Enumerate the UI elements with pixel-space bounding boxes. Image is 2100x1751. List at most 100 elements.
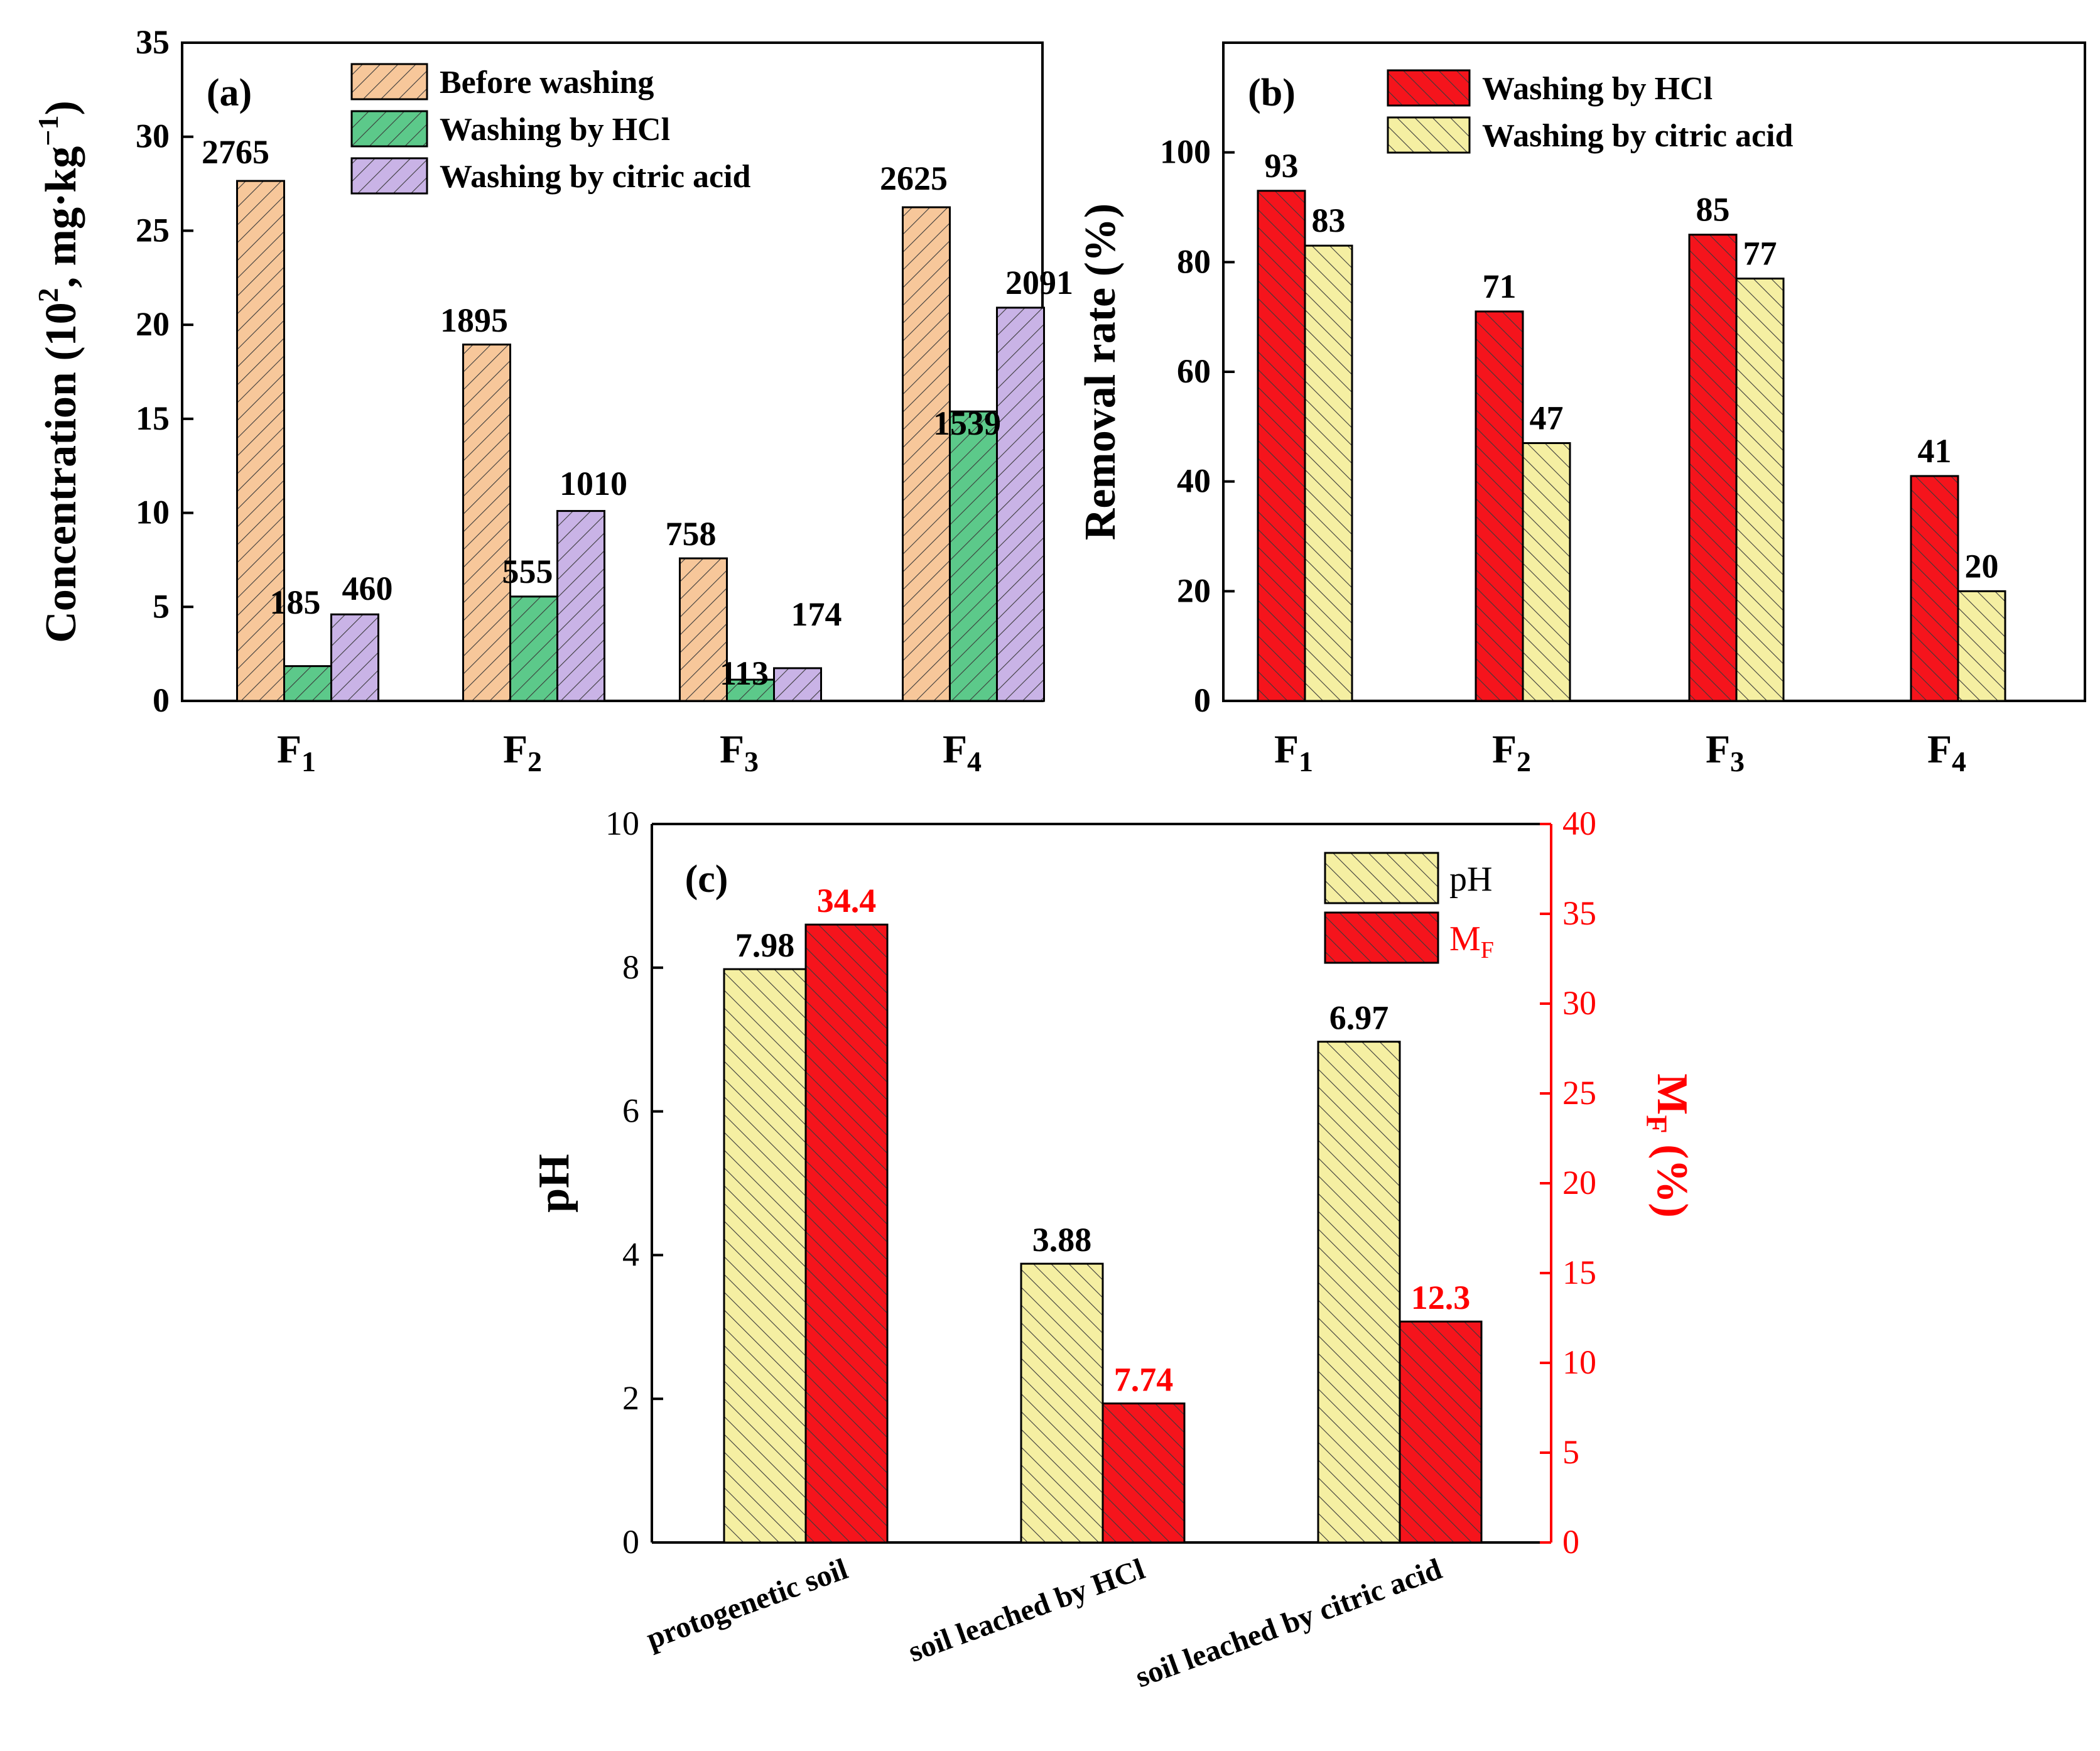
bar-outline — [1020, 1262, 1104, 1544]
legend: pH MF — [1324, 852, 1494, 964]
bar — [462, 344, 511, 702]
bar — [804, 923, 889, 1544]
panel-c-dual-axis-bar-chart: 0 2 4 6 8 10 0 5 10 15 20 25 30 35 40 protogenetic soil… — [530, 805, 1696, 1694]
data-label: 41 — [1918, 432, 1952, 470]
panel-label: (a) — [207, 72, 252, 114]
x-tick-subscript: 4 — [1952, 745, 1966, 778]
legend-entry: Washing by HCl — [440, 112, 670, 148]
legend-swatch-outline — [1387, 69, 1471, 107]
bar-outline — [556, 510, 605, 702]
y-left-tick-label: 10 — [605, 805, 639, 842]
bar-outline — [1304, 244, 1353, 702]
y-tick-label: 5 — [153, 587, 170, 625]
data-label: 6.97 — [1329, 999, 1389, 1037]
data-label: 34.4 — [817, 882, 877, 919]
legend-entry: Before washing — [440, 65, 654, 100]
y-right-tick-label: 20 — [1562, 1164, 1596, 1201]
y-tick-label: 10 — [136, 494, 170, 531]
panel-label: (b) — [1248, 72, 1296, 114]
y-right-tick-label: 0 — [1562, 1523, 1579, 1561]
legend-entry: Washing by HCl — [1482, 71, 1713, 107]
bar-outline — [330, 613, 379, 702]
bar-outline — [996, 306, 1045, 702]
legend-swatch — [350, 110, 428, 148]
bar-outline — [804, 923, 889, 1544]
bar — [1020, 1262, 1104, 1544]
y-label-superscript: 2 — [32, 288, 64, 302]
legend-entry: Washing by citric acid — [440, 159, 751, 195]
x-tick-label: F4 — [1927, 727, 1966, 778]
x-tick-label: F1 — [1274, 727, 1313, 778]
panel-a-bar-chart: 0 5 10 15 20 25 30 35 F1 F2 F3 F4 2765 185 460 1895 555 1… — [32, 23, 1073, 778]
data-label: 93 — [1265, 147, 1299, 185]
x-tick-label: F1 — [277, 727, 316, 778]
y-tick-label: 20 — [136, 305, 170, 343]
y-label-text: ) — [37, 100, 85, 115]
bar — [1257, 190, 1306, 702]
panel-label: (c) — [685, 858, 728, 901]
x-tick-label: F2 — [1492, 727, 1531, 778]
bar — [1101, 1402, 1186, 1544]
y-tick-label: 35 — [136, 23, 170, 61]
bar — [1317, 1041, 1401, 1544]
x-tick-label: F4 — [943, 727, 982, 778]
bar-outline — [1735, 278, 1785, 702]
legend-swatch-outline — [1324, 911, 1439, 964]
bar-outline — [236, 180, 285, 702]
data-label: 20 — [1965, 547, 1999, 585]
legend-swatch-outline — [350, 63, 428, 100]
legend-swatch — [350, 157, 428, 195]
legend-swatch — [1324, 911, 1439, 964]
legend: Washing by HCl Washing by citric acid — [1387, 69, 1794, 154]
bar — [283, 665, 332, 702]
y-tick-label: 0 — [1194, 681, 1211, 719]
bar-outline — [1522, 442, 1571, 702]
y-right-label-text: (%) — [1648, 1134, 1696, 1218]
y-axis-label: Removal rate (%) — [1076, 203, 1125, 540]
bar-outline — [1475, 310, 1524, 702]
y-right-tick-label: 10 — [1562, 1343, 1596, 1381]
y-left-tick-label: 0 — [622, 1523, 639, 1561]
data-label: 1539 — [933, 404, 1001, 442]
y-left-tick-label: 4 — [622, 1235, 639, 1273]
bar — [556, 510, 605, 702]
y-right-tick-label: 5 — [1562, 1433, 1579, 1471]
data-label: 555 — [502, 553, 553, 590]
bar — [1475, 310, 1524, 702]
bar — [723, 968, 807, 1544]
y-tick-label: 80 — [1177, 242, 1211, 280]
y-tick-label: 15 — [136, 399, 170, 437]
legend-subscript: F — [1481, 937, 1494, 963]
y-tick-label: 100 — [1160, 133, 1211, 171]
x-tick-label: F2 — [503, 727, 542, 778]
bar — [509, 595, 558, 702]
y-left-tick-label: 8 — [622, 948, 639, 986]
legend-swatch — [1387, 116, 1471, 154]
y-tick-label: 20 — [1177, 572, 1211, 609]
data-label: 1895 — [440, 301, 508, 339]
y-right-axis-label: MF (%) — [1640, 1073, 1696, 1218]
x-tick-label: protogenetic soil — [642, 1553, 852, 1656]
bar — [1304, 244, 1353, 702]
data-label: 71 — [1483, 268, 1517, 305]
y-tick-label: 40 — [1177, 462, 1211, 500]
bar-outline — [726, 678, 775, 702]
data-label: 174 — [791, 595, 842, 633]
data-label: 85 — [1696, 191, 1730, 229]
x-tick-label: soil leached by HCl — [904, 1553, 1149, 1669]
data-label: 7.98 — [735, 926, 795, 964]
bar-outline — [462, 344, 511, 702]
y-right-tick-label: 30 — [1562, 984, 1596, 1022]
bar — [1399, 1320, 1483, 1544]
legend-swatch — [1387, 69, 1471, 107]
legend-entry: MF — [1449, 919, 1494, 963]
y-label-text: , mg·kg — [37, 146, 85, 288]
bar-outline — [1317, 1041, 1401, 1544]
bar — [949, 410, 998, 702]
data-label: 460 — [342, 570, 393, 607]
bar-outline — [1957, 590, 2006, 702]
bar — [996, 306, 1045, 702]
x-tick-label: F3 — [720, 727, 759, 778]
